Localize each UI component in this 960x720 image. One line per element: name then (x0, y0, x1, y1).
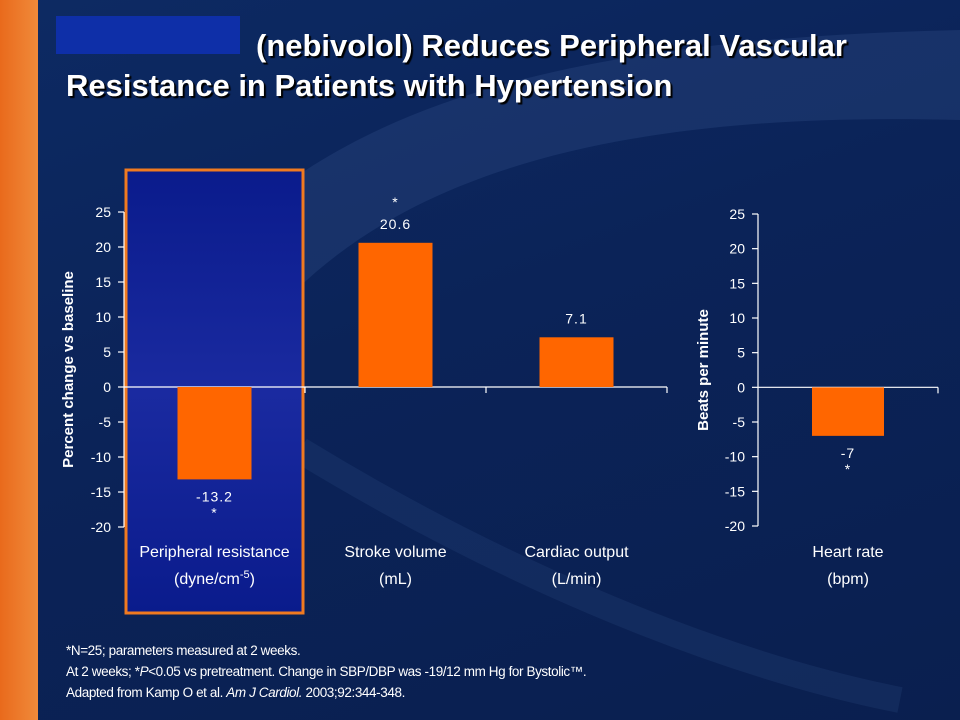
chart1-value-label: 20.6 (380, 216, 411, 232)
chart2-category-name: Heart rate (812, 544, 883, 561)
chart1-bar (358, 242, 433, 387)
chart1-category-name: Peripheral resistance (139, 544, 289, 561)
chart1-category-unit: (mL) (379, 571, 412, 588)
chart1-y-tick-label: 0 (103, 379, 111, 395)
chart2-y-tick-label: -20 (725, 518, 745, 534)
chart1-y-tick-label: -5 (99, 414, 112, 430)
chart1-bar (177, 387, 252, 480)
chart1-category-name: Cardiac output (524, 544, 629, 561)
chart1-significance-marker: * (392, 194, 398, 210)
left-accent-stripe (0, 0, 38, 720)
chart1-category-unit-main: (mL) (379, 571, 412, 588)
chart2-y-axis-title: Beats per minute (695, 309, 712, 431)
chart1-y-tick-label: 5 (103, 344, 111, 360)
chart2-category-unit-main: (bpm) (827, 571, 869, 588)
brand-name-mask (56, 16, 240, 54)
chart2-value-label: -7 (841, 445, 855, 461)
chart2-y-tick-label: 10 (729, 310, 745, 326)
chart2-y-tick-label: 0 (737, 379, 745, 395)
chart1-y-tick-label: 20 (95, 239, 111, 255)
chart2-y-tick-label: 25 (729, 206, 745, 222)
chart1-category-unit-suffix: ) (250, 571, 255, 588)
chart2-y-tick-label: -10 (725, 449, 745, 465)
footnote-line-3-post: 2003;92:344-348. (302, 685, 405, 700)
chart1-category-unit: (L/min) (552, 571, 602, 588)
chart1-y-tick-label: 15 (95, 274, 111, 290)
chart2-y-tick-label: -15 (725, 483, 745, 499)
footnote-journal: Am J Cardiol. (226, 685, 303, 700)
chart1-significance-marker: * (211, 504, 217, 520)
chart2-y-tick-label: 5 (737, 345, 745, 361)
chart2-y-tick-label: 15 (729, 275, 745, 291)
footnotes: *N=25; parameters measured at 2 weeks. A… (66, 640, 946, 703)
chart1-category-unit: (dyne/cm-5) (174, 569, 255, 588)
chart1-value-label: 7.1 (565, 310, 587, 326)
chart2-y-tick-label: 20 (729, 241, 745, 257)
slide-title: (nebivolol) Reduces Peripheral Vascular … (66, 26, 946, 106)
chart1-bar (539, 337, 614, 387)
chart1-y-tick-label: -15 (91, 484, 111, 500)
chart2-category-unit: (bpm) (827, 571, 869, 588)
footnote-p-symbol: P (139, 664, 149, 679)
chart2-y-tick-label: -5 (733, 414, 746, 430)
chart1-y-axis-title: Percent change vs baseline (60, 271, 77, 468)
footnote-line-3-pre: Adapted from Kamp O et al. (66, 685, 227, 700)
footnote-line-2-pre: At 2 weeks; * (66, 664, 140, 679)
chart1-category-unit-main: (dyne/cm (174, 571, 240, 588)
chart1-value-label: -13.2 (196, 488, 233, 504)
chart1-y-tick-label: 10 (95, 309, 111, 325)
footnote-line-2-post: <0.05 vs pretreatment. Change in SBP/DBP… (148, 664, 587, 679)
title-line-2: Resistance in Patients with Hypertension (66, 68, 673, 103)
chart1-y-tick-label: 25 (95, 204, 111, 220)
chart2-bar (812, 387, 884, 436)
title-line-1: (nebivolol) Reduces Peripheral Vascular (256, 28, 847, 63)
chart2-significance-marker: * (845, 461, 851, 477)
chart1-category-unit-sup: -5 (240, 569, 250, 581)
chart1-category-unit-main: (L/min) (552, 571, 602, 588)
footnote-line-2: At 2 weeks; *P<0.05 vs pretreatment. Cha… (66, 661, 946, 682)
chart1-category-name: Stroke volume (344, 544, 446, 561)
footnote-line-3: Adapted from Kamp O et al. Am J Cardiol.… (66, 682, 946, 703)
footnote-line-1: *N=25; parameters measured at 2 weeks. (66, 643, 301, 658)
chart1-y-tick-label: -20 (91, 519, 111, 535)
chart1-y-tick-label: -10 (91, 449, 111, 465)
